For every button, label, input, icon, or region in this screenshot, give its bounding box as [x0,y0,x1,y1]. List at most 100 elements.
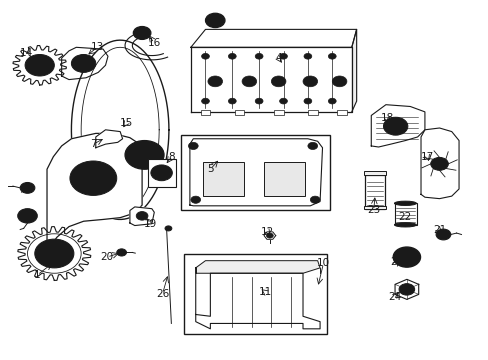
Text: 2: 2 [21,184,27,194]
Text: 3: 3 [21,213,27,222]
Text: 18: 18 [380,113,393,123]
Circle shape [70,161,117,195]
Bar [203,162,244,196]
Ellipse shape [394,223,415,227]
Circle shape [328,98,335,104]
Polygon shape [370,105,424,147]
Bar [183,253,327,334]
Bar [336,110,346,116]
Circle shape [43,246,65,261]
Circle shape [164,226,171,231]
Circle shape [271,76,285,87]
Bar [273,110,283,116]
Text: 20: 20 [100,252,113,262]
Circle shape [242,76,256,87]
Text: 1: 1 [34,270,41,280]
Circle shape [201,53,209,59]
Circle shape [133,27,151,40]
Circle shape [307,142,317,149]
Text: 19: 19 [144,219,157,229]
Circle shape [42,70,47,74]
Circle shape [279,98,287,104]
Circle shape [42,57,47,60]
Circle shape [255,53,263,59]
Text: 24: 24 [387,292,401,302]
Bar [394,203,416,225]
Text: 23: 23 [366,206,380,216]
Bar [200,110,210,116]
Circle shape [207,76,222,87]
Text: 6: 6 [209,15,216,26]
Circle shape [310,196,320,203]
Circle shape [26,63,31,67]
Circle shape [228,53,236,59]
Circle shape [392,247,420,267]
Bar [234,110,244,116]
Text: 17: 17 [420,152,433,162]
Text: 12: 12 [261,227,274,237]
Text: 26: 26 [156,289,169,299]
Text: 21: 21 [432,225,445,235]
Circle shape [117,249,126,256]
Text: 7: 7 [90,139,97,149]
Text: 9: 9 [141,141,147,151]
Circle shape [80,60,87,66]
Bar [365,175,384,209]
Polygon shape [351,30,356,112]
Circle shape [125,140,163,169]
Circle shape [304,98,311,104]
Polygon shape [420,128,458,199]
Text: 5: 5 [206,164,213,174]
Text: 13: 13 [90,42,103,52]
Circle shape [35,239,74,268]
Circle shape [328,53,335,59]
Circle shape [434,160,444,167]
Circle shape [255,98,263,104]
Circle shape [190,196,200,203]
Polygon shape [190,30,356,47]
Bar [181,135,329,211]
Polygon shape [394,279,418,300]
Circle shape [383,117,407,135]
Polygon shape [130,207,154,226]
Text: 25: 25 [389,257,403,267]
Polygon shape [264,232,275,239]
Polygon shape [125,32,167,60]
Circle shape [25,54,54,76]
Circle shape [266,233,273,238]
Circle shape [136,212,148,220]
Text: 4: 4 [275,53,282,63]
Circle shape [137,149,152,160]
Polygon shape [61,47,108,80]
Bar [364,206,385,210]
Circle shape [331,76,346,87]
Circle shape [201,98,209,104]
Text: 10: 10 [316,258,329,268]
Circle shape [188,142,198,149]
Circle shape [205,13,224,28]
Text: 14: 14 [20,48,33,58]
Polygon shape [18,226,91,280]
Polygon shape [13,45,66,85]
Circle shape [397,251,415,264]
Polygon shape [47,134,142,259]
Text: 16: 16 [147,38,161,48]
Circle shape [71,54,96,72]
Circle shape [151,165,172,181]
Circle shape [32,70,37,74]
Ellipse shape [394,201,415,206]
Circle shape [430,157,447,170]
Circle shape [32,57,37,60]
Circle shape [398,284,414,295]
Polygon shape [190,47,351,112]
Circle shape [435,229,450,240]
Bar [148,159,176,187]
Polygon shape [189,139,322,206]
Circle shape [48,63,53,67]
Bar [264,162,305,196]
Text: 15: 15 [120,118,133,128]
Polygon shape [96,130,122,148]
Bar [307,110,317,116]
Circle shape [20,183,35,193]
Polygon shape [71,40,168,220]
